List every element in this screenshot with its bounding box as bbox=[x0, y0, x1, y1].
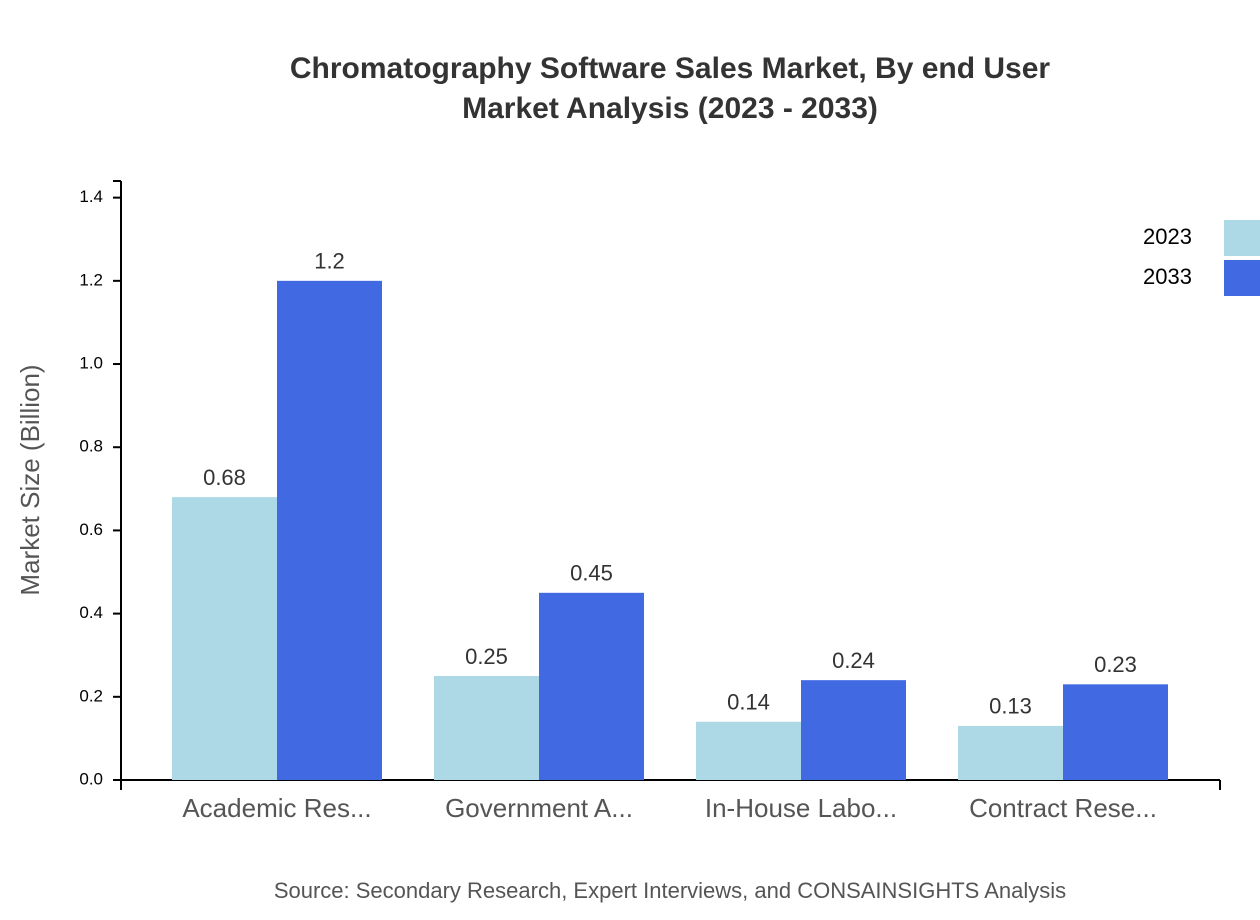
value-label: 0.25 bbox=[465, 644, 508, 669]
source-note: Source: Secondary Research, Expert Inter… bbox=[274, 878, 1066, 903]
x-tick-label: In-House Labo... bbox=[705, 793, 897, 823]
legend-label: 2033 bbox=[1143, 264, 1192, 289]
y-tick-label: 0.8 bbox=[79, 437, 103, 456]
y-tick-label: 1.2 bbox=[79, 270, 103, 289]
chart-title: Chromatography Software Sales Market, By… bbox=[290, 52, 1051, 85]
x-tick-label: Government A... bbox=[445, 793, 633, 823]
value-label: 0.68 bbox=[203, 465, 246, 490]
bar bbox=[172, 497, 277, 780]
bar bbox=[696, 721, 801, 780]
bar bbox=[958, 725, 1063, 780]
value-label: 0.14 bbox=[727, 690, 770, 715]
y-tick-label: 1.4 bbox=[79, 187, 103, 206]
chart-title: Market Analysis (2023 - 2033) bbox=[462, 92, 878, 125]
y-tick-label: 0.6 bbox=[79, 520, 103, 539]
bar bbox=[277, 280, 382, 780]
y-tick-label: 0.0 bbox=[79, 769, 103, 788]
legend-swatch bbox=[1224, 260, 1260, 296]
bar bbox=[1063, 684, 1168, 780]
y-tick-label: 0.4 bbox=[79, 603, 103, 622]
value-label: 0.23 bbox=[1094, 652, 1137, 677]
y-axis-label: Market Size (Billion) bbox=[15, 364, 45, 595]
bar bbox=[539, 592, 644, 780]
x-tick-label: Academic Res... bbox=[182, 793, 371, 823]
value-label: 0.45 bbox=[570, 561, 613, 586]
bar bbox=[434, 676, 539, 780]
y-tick-label: 0.2 bbox=[79, 686, 103, 705]
value-label: 0.24 bbox=[832, 648, 875, 673]
y-tick-label: 1.0 bbox=[79, 354, 103, 373]
x-tick-label: Contract Rese... bbox=[969, 793, 1157, 823]
value-label: 0.13 bbox=[989, 694, 1032, 719]
legend-swatch bbox=[1224, 220, 1260, 256]
legend-label: 2023 bbox=[1143, 224, 1192, 249]
value-label: 1.2 bbox=[314, 249, 345, 274]
bar bbox=[801, 680, 906, 780]
